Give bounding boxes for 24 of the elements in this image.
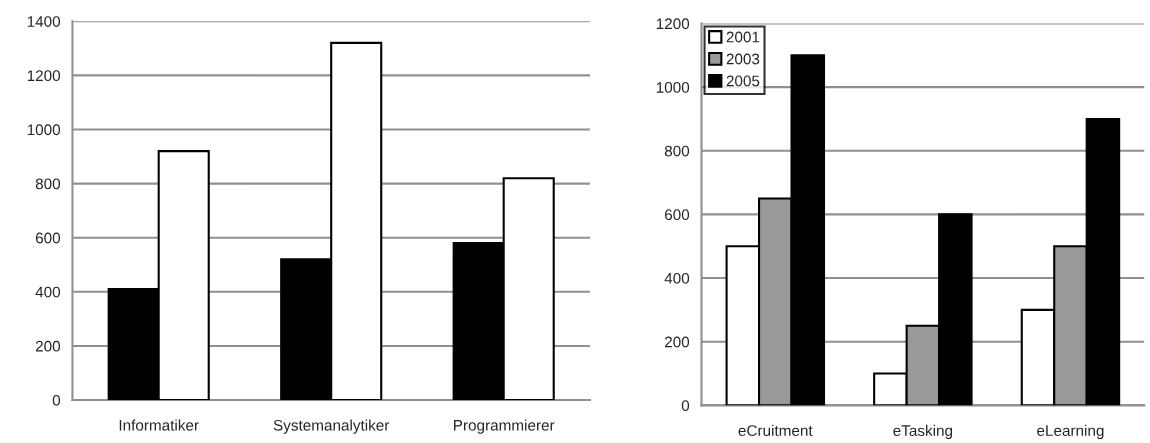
y-tick-label: 600 [35,232,61,244]
y-tick-label: 200 [35,340,61,352]
x-tick-label: eCruitment [738,424,813,437]
y-tick-label: 0 [681,400,690,412]
y-tick-label: 0 [52,394,61,406]
y-tick-label: 400 [35,286,61,298]
y-tick-label: 1200 [27,70,61,82]
y-tick-label: 200 [664,336,690,348]
y-tick-label: 800 [664,145,690,157]
x-tick-label: Systemanalytiker [273,419,390,434]
y-tick-label: 1000 [656,81,690,93]
y-tick-label: 800 [35,178,61,190]
y-tick-label: 1200 [656,18,690,30]
y-tick-label: 600 [664,209,690,221]
y-tick-label: 1400 [27,16,61,27]
x-tick-label: Programmierer [454,419,555,434]
legend-label: 2005 [726,75,760,87]
legend-label: 2003 [726,53,760,65]
x-tick-label: eLearning [1037,424,1104,440]
legend-label: 2001 [726,31,760,43]
y-tick-label: 1000 [27,124,61,136]
y-tick-label: 400 [664,272,690,284]
x-tick-label: Informatiker [119,419,199,431]
x-tick-label: eTasking [893,424,953,440]
